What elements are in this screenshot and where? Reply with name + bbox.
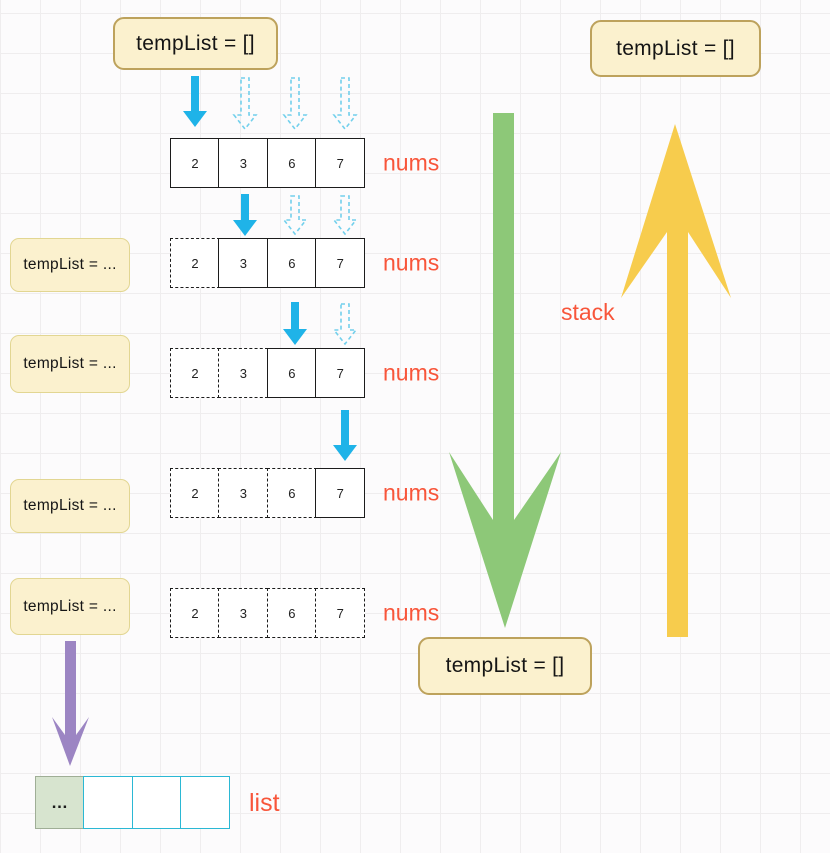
templist-box-top-right: tempList = [] bbox=[590, 20, 761, 77]
array-cell: 7 bbox=[315, 348, 366, 398]
array-cell: 2 bbox=[170, 348, 220, 398]
cyan-dashed-down-arrow-icon bbox=[282, 77, 308, 131]
cyan-dashed-down-arrow-icon bbox=[332, 195, 358, 236]
cell-value: 7 bbox=[336, 365, 344, 381]
nums-array-row-4: 2 3 6 7 nums bbox=[170, 468, 439, 518]
templist-box-left-4: tempList = ... bbox=[10, 578, 130, 635]
array-cell: 6 bbox=[266, 468, 317, 518]
cyan-dashed-down-arrow-icon bbox=[282, 195, 308, 236]
cyan-dashed-down-arrow-icon bbox=[332, 303, 358, 346]
green-down-arrow-icon bbox=[449, 113, 561, 628]
array-cell: 3 bbox=[218, 468, 269, 518]
nums-label: nums bbox=[383, 479, 440, 506]
purple-down-arrow-icon bbox=[52, 641, 89, 766]
array-cell: 6 bbox=[266, 238, 317, 288]
cyan-down-arrow-icon bbox=[333, 410, 357, 461]
templist-box-top-left: tempList = [] bbox=[113, 17, 278, 70]
list-cell-empty bbox=[83, 776, 134, 829]
cell-value: 7 bbox=[336, 605, 344, 621]
cyan-dashed-down-arrow-icon bbox=[332, 77, 358, 131]
templist-box-bottom: tempList = [] bbox=[418, 637, 592, 695]
cell-value: 7 bbox=[336, 485, 344, 501]
templist-label: tempList = ... bbox=[23, 355, 117, 372]
stack-label: stack bbox=[561, 299, 615, 325]
cell-value: 6 bbox=[288, 485, 296, 501]
array-cell: 2 bbox=[170, 238, 220, 288]
list-cell-empty bbox=[131, 776, 182, 829]
cell-value: 2 bbox=[191, 605, 199, 621]
templist-label: tempList = ... bbox=[23, 597, 117, 615]
array-cell: 7 bbox=[315, 468, 366, 518]
cell-value: 6 bbox=[288, 365, 296, 381]
nums-array-row-1: 2 3 6 7 nums bbox=[170, 138, 439, 188]
cell-value: 3 bbox=[239, 605, 248, 621]
cell-value: 3 bbox=[239, 155, 248, 171]
list-array-row: … bbox=[35, 776, 231, 829]
cell-value: 6 bbox=[288, 155, 296, 171]
nums-array-row-2: 2 3 6 7 nums bbox=[170, 238, 439, 288]
array-cell: 3 bbox=[218, 588, 269, 638]
array-cell: 7 bbox=[315, 138, 366, 188]
cell-value: 2 bbox=[191, 155, 199, 171]
templist-label: tempList = [] bbox=[445, 654, 565, 677]
nums-label: nums bbox=[383, 149, 440, 176]
list-label: list bbox=[249, 789, 280, 817]
templist-label: tempList = ... bbox=[23, 256, 117, 273]
cyan-down-arrow-icon bbox=[283, 302, 307, 345]
cell-value: 7 bbox=[336, 255, 344, 271]
array-cell: 3 bbox=[218, 238, 269, 288]
array-cell: 7 bbox=[315, 238, 366, 288]
cell-value: 2 bbox=[191, 365, 199, 381]
cell-value: 2 bbox=[191, 255, 199, 271]
templist-label: tempList = [] bbox=[616, 36, 735, 60]
cell-value: 6 bbox=[288, 255, 296, 271]
array-cell: 6 bbox=[266, 588, 317, 638]
cell-value: 6 bbox=[288, 605, 296, 621]
yellow-up-arrow-icon bbox=[621, 124, 731, 637]
nums-array-row-5: 2 3 6 7 nums bbox=[170, 588, 439, 638]
nums-label: nums bbox=[383, 359, 440, 386]
nums-label: nums bbox=[383, 249, 440, 276]
cell-value: 3 bbox=[239, 365, 248, 381]
cell-value: 2 bbox=[191, 485, 199, 501]
list-cell-ellipsis: … bbox=[35, 776, 85, 829]
nums-label: nums bbox=[383, 599, 440, 626]
templist-label: tempList = ... bbox=[23, 497, 117, 514]
array-cell: 6 bbox=[266, 138, 317, 188]
templist-label: tempList = [] bbox=[136, 31, 255, 55]
array-cell: 2 bbox=[170, 468, 220, 518]
templist-box-left-2: tempList = ... bbox=[10, 335, 130, 393]
array-cell: 2 bbox=[170, 588, 220, 638]
array-cell: 6 bbox=[266, 348, 317, 398]
cyan-down-arrow-icon bbox=[233, 194, 257, 236]
array-cell: 2 bbox=[170, 138, 220, 188]
cyan-dashed-down-arrow-icon bbox=[232, 77, 258, 131]
cyan-down-arrow-icon bbox=[183, 76, 207, 127]
ellipsis-text: … bbox=[51, 792, 69, 812]
array-cell: 3 bbox=[218, 348, 269, 398]
array-cell: 7 bbox=[315, 588, 366, 638]
cell-value: 3 bbox=[239, 485, 248, 501]
list-cell-empty bbox=[180, 776, 231, 829]
templist-box-left-1: tempList = ... bbox=[10, 238, 130, 292]
array-cell: 3 bbox=[218, 138, 269, 188]
nums-array-row-3: 2 3 6 7 nums bbox=[170, 348, 439, 398]
templist-box-left-3: tempList = ... bbox=[10, 479, 130, 533]
cell-value: 7 bbox=[336, 155, 344, 171]
cell-value: 3 bbox=[239, 255, 248, 271]
